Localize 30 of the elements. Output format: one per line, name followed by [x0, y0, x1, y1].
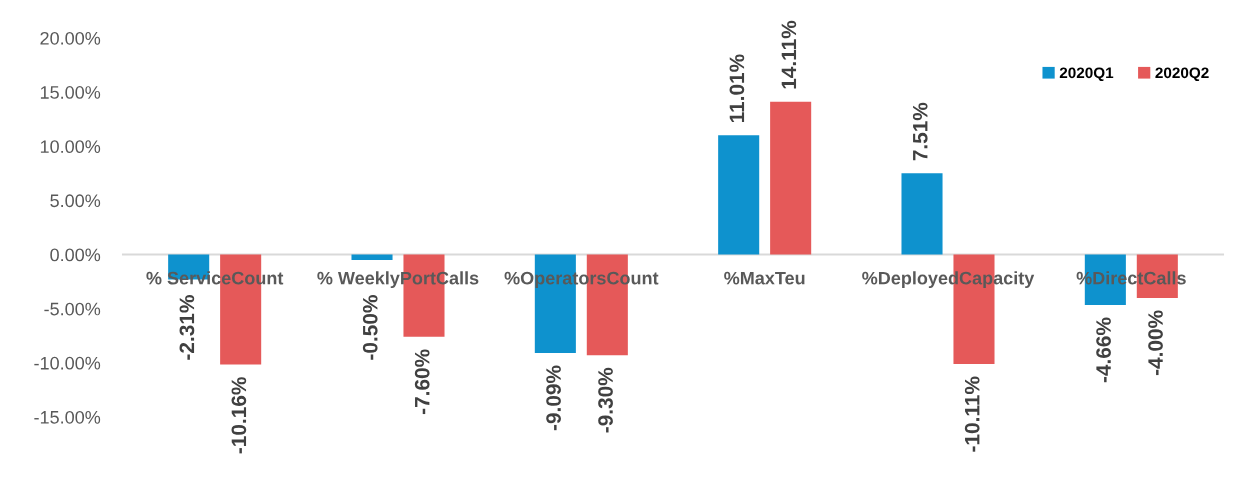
data-label: 11.01%	[729, 54, 745, 123]
y-tick-label: 15.00%	[40, 86, 101, 99]
y-tick-label: 20.00%	[40, 31, 101, 45]
data-label: 7.51%	[912, 102, 928, 161]
data-label: -7.60%	[414, 349, 430, 415]
y-tick-label: 5.00%	[50, 194, 101, 208]
data-label: -4.00%	[1148, 310, 1163, 376]
legend-label: 2020Q2	[1155, 67, 1209, 82]
y-tick-label: -15.00%	[34, 410, 101, 424]
x-tick-label: %MaxTeu	[724, 271, 805, 285]
x-tick-label: %OperatorsCount	[504, 271, 659, 289]
legend-label: 2020Q1	[1059, 67, 1114, 82]
bar	[718, 135, 760, 255]
data-label: -2.31%	[179, 295, 195, 360]
data-label: 14.11%	[781, 20, 797, 89]
bar	[351, 254, 393, 260]
bar	[901, 173, 943, 255]
data-label: -10.11%	[964, 376, 980, 452]
data-label: -4.66%	[1096, 317, 1111, 383]
data-label: -0.50%	[362, 295, 378, 360]
y-tick-label: -10.00%	[34, 356, 101, 370]
y-tick-label: -5.00%	[44, 302, 101, 316]
data-label: -9.30%	[598, 367, 613, 433]
y-tick-label: 10.00%	[40, 140, 101, 154]
y-tick-label: 0.00%	[50, 248, 101, 262]
data-label: -10.16%	[231, 377, 247, 454]
data-label: -9.09%	[546, 365, 561, 431]
bar	[770, 101, 812, 255]
x-tick-label: % ServiceCount	[146, 271, 284, 285]
x-tick-label: %DirectCalls	[1076, 271, 1186, 285]
